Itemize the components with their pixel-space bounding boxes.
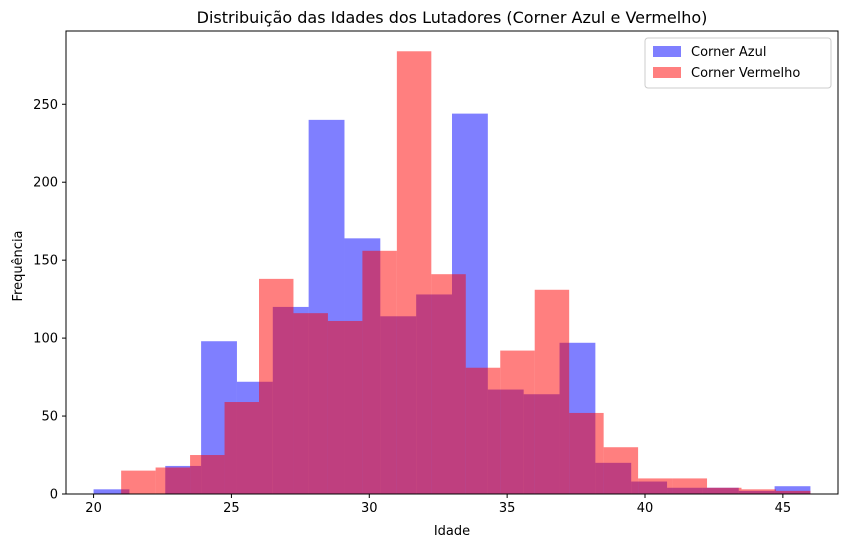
plot-frame <box>65 30 839 495</box>
y-axis-label: Frequência <box>11 230 26 301</box>
bar-vermelho-3 <box>224 402 259 494</box>
legend: Corner Azul Corner Vermelho <box>644 37 832 89</box>
x-tick-label: 25 <box>223 501 240 516</box>
bar-vermelho-11 <box>500 350 535 494</box>
bar-vermelho-1 <box>155 467 191 494</box>
x-tick-label: 40 <box>637 501 654 516</box>
chart-title: Distribuição das Idades dos Lutadores (C… <box>197 8 708 27</box>
bar-vermelho-18 <box>741 489 776 494</box>
bar-vermelho-15 <box>638 478 673 494</box>
bar-vermelho-12 <box>534 289 570 494</box>
bar-vermelho-13 <box>569 412 604 494</box>
bars-layer <box>93 51 811 495</box>
y-tick-label: 250 <box>33 98 58 113</box>
bar-vermelho-5 <box>293 313 328 494</box>
bar-azul-19 <box>774 486 811 494</box>
bar-vermelho-19 <box>775 490 811 494</box>
bar-vermelho-10 <box>465 367 501 494</box>
y-tick-label: 200 <box>33 176 58 191</box>
bar-vermelho-7 <box>362 250 397 494</box>
y-axis: 0 50 100 150 200 250 <box>33 98 66 503</box>
bar-vermelho-6 <box>327 320 363 494</box>
legend-swatch <box>653 46 681 57</box>
x-tick-label: 20 <box>85 501 102 516</box>
bar-vermelho-8 <box>396 51 432 495</box>
bar-vermelho-14 <box>603 447 639 494</box>
x-tick-label: 45 <box>775 501 792 516</box>
legend-label: Corner Vermelho <box>691 66 800 81</box>
bar-azul-0 <box>93 489 130 494</box>
series-vermelho <box>121 51 811 495</box>
bar-vermelho-9 <box>431 274 466 494</box>
bar-vermelho-0 <box>121 470 156 494</box>
x-tick-label: 35 <box>499 501 516 516</box>
y-tick-label: 150 <box>33 254 58 269</box>
legend-swatch <box>653 67 681 78</box>
bar-vermelho-2 <box>190 455 225 494</box>
y-tick-label: 50 <box>41 410 58 425</box>
bar-vermelho-4 <box>259 278 294 494</box>
x-axis: 20 25 30 35 40 45 <box>85 494 791 516</box>
x-axis-label: Idade <box>434 524 470 539</box>
y-tick-label: 0 <box>50 488 58 503</box>
y-tick-label: 100 <box>33 332 58 347</box>
bar-vermelho-16 <box>672 478 708 494</box>
bar-vermelho-17 <box>707 487 742 494</box>
legend-label: Corner Azul <box>691 45 766 60</box>
legend-box <box>644 37 832 89</box>
x-tick-label: 30 <box>361 501 378 516</box>
